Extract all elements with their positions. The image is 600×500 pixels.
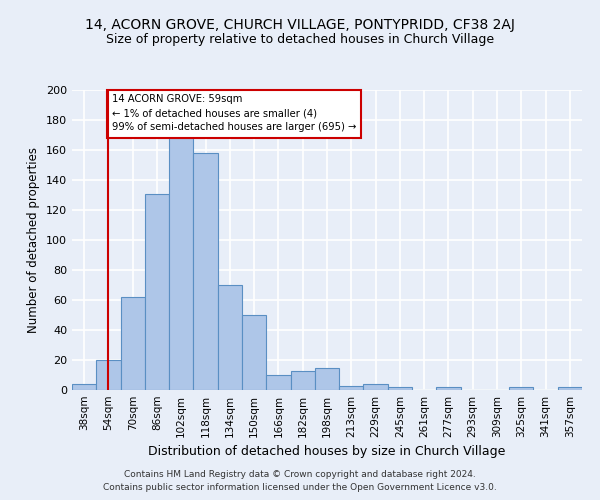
Text: Size of property relative to detached houses in Church Village: Size of property relative to detached ho…: [106, 32, 494, 46]
Bar: [121, 297, 145, 390]
Y-axis label: Number of detached properties: Number of detached properties: [28, 147, 40, 333]
Text: 14 ACORN GROVE: 59sqm
← 1% of detached houses are smaller (4)
99% of semi-detach: 14 ACORN GROVE: 59sqm ← 1% of detached h…: [112, 94, 356, 132]
Bar: [558, 387, 582, 390]
Text: 14, ACORN GROVE, CHURCH VILLAGE, PONTYPRIDD, CF38 2AJ: 14, ACORN GROVE, CHURCH VILLAGE, PONTYPR…: [85, 18, 515, 32]
Bar: [169, 138, 193, 390]
Bar: [436, 387, 461, 390]
Bar: [96, 360, 121, 390]
Bar: [364, 384, 388, 390]
Bar: [266, 375, 290, 390]
Bar: [509, 387, 533, 390]
Bar: [72, 384, 96, 390]
Bar: [193, 153, 218, 390]
X-axis label: Distribution of detached houses by size in Church Village: Distribution of detached houses by size …: [148, 446, 506, 458]
Text: Contains HM Land Registry data © Crown copyright and database right 2024.
Contai: Contains HM Land Registry data © Crown c…: [103, 470, 497, 492]
Bar: [339, 386, 364, 390]
Bar: [315, 368, 339, 390]
Bar: [218, 285, 242, 390]
Bar: [242, 315, 266, 390]
Bar: [290, 370, 315, 390]
Bar: [388, 387, 412, 390]
Bar: [145, 194, 169, 390]
